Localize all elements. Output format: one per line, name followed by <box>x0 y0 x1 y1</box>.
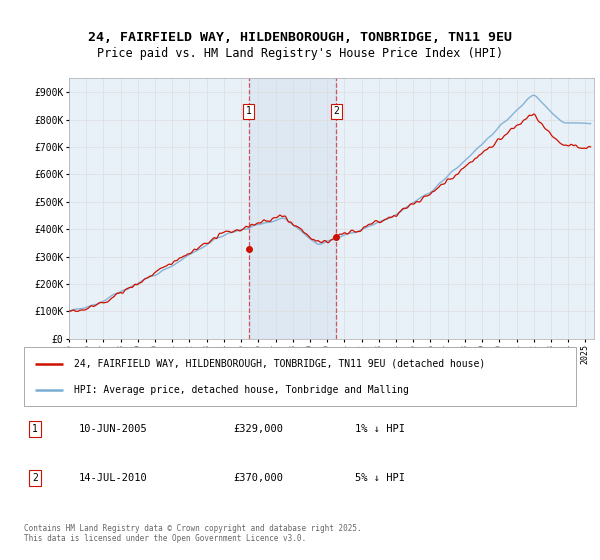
FancyBboxPatch shape <box>24 347 576 406</box>
Bar <box>249 78 337 339</box>
Text: 10-JUN-2005: 10-JUN-2005 <box>79 424 148 434</box>
Text: HPI: Average price, detached house, Tonbridge and Malling: HPI: Average price, detached house, Tonb… <box>74 385 409 395</box>
Text: Price paid vs. HM Land Registry's House Price Index (HPI): Price paid vs. HM Land Registry's House … <box>97 47 503 60</box>
Text: £329,000: £329,000 <box>234 424 284 434</box>
Text: 2: 2 <box>32 473 38 483</box>
Text: 5% ↓ HPI: 5% ↓ HPI <box>355 473 405 483</box>
Text: 24, FAIRFIELD WAY, HILDENBOROUGH, TONBRIDGE, TN11 9EU (detached house): 24, FAIRFIELD WAY, HILDENBOROUGH, TONBRI… <box>74 358 485 368</box>
Text: £370,000: £370,000 <box>234 473 284 483</box>
Text: 24, FAIRFIELD WAY, HILDENBOROUGH, TONBRIDGE, TN11 9EU: 24, FAIRFIELD WAY, HILDENBOROUGH, TONBRI… <box>88 31 512 44</box>
Text: 2: 2 <box>334 106 340 116</box>
Text: Contains HM Land Registry data © Crown copyright and database right 2025.
This d: Contains HM Land Registry data © Crown c… <box>24 524 362 543</box>
Text: 1% ↓ HPI: 1% ↓ HPI <box>355 424 405 434</box>
Text: 14-JUL-2010: 14-JUL-2010 <box>79 473 148 483</box>
Text: 1: 1 <box>246 106 251 116</box>
Text: 1: 1 <box>32 424 38 434</box>
